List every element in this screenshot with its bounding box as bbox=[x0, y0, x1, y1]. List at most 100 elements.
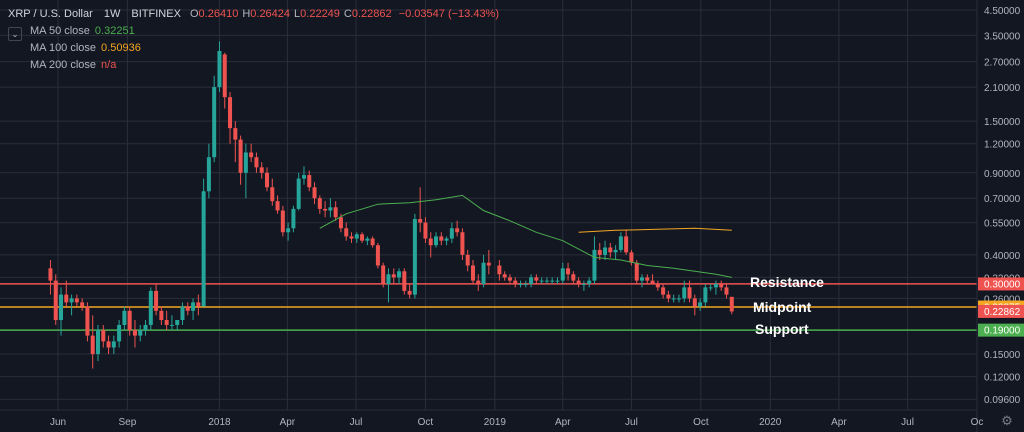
indicator-row[interactable]: MA 200 close n/a bbox=[8, 57, 499, 74]
candle-body bbox=[460, 232, 465, 255]
candle-body bbox=[154, 290, 159, 311]
candle-body bbox=[328, 207, 333, 211]
candle-body bbox=[407, 290, 412, 295]
x-tick-label: Oct bbox=[418, 417, 434, 428]
candle-body bbox=[719, 283, 724, 288]
y-tick-label: 0.40000 bbox=[984, 251, 1021, 262]
candle-body bbox=[581, 283, 586, 285]
candle-body bbox=[629, 252, 634, 263]
x-tick-label: Jul bbox=[901, 417, 914, 428]
price-label-resistance: 0.30000 bbox=[984, 279, 1021, 290]
gear-icon[interactable]: ⚙ bbox=[1001, 413, 1013, 428]
candle-body bbox=[650, 280, 655, 284]
midpoint-annotation: Midpoint bbox=[753, 299, 812, 315]
y-tick-label: 0.90000 bbox=[984, 169, 1021, 180]
candle-body bbox=[518, 283, 523, 285]
candle-body bbox=[370, 238, 375, 246]
candle-body bbox=[80, 302, 85, 307]
x-tick-label: Apr bbox=[555, 417, 571, 428]
x-tick-label: Apr bbox=[831, 417, 847, 428]
candle-body bbox=[465, 254, 470, 266]
candle-body bbox=[486, 262, 491, 266]
y-tick-label: 3.50000 bbox=[984, 31, 1021, 42]
candle-body bbox=[143, 324, 148, 331]
x-tick-label: Sep bbox=[119, 417, 137, 428]
candle-body bbox=[64, 294, 69, 303]
time-axis[interactable]: Jun Sep 2018 Apr Jul Oct 2019 Apr Jul Oct 2020 Apr J… bbox=[50, 417, 983, 428]
candle-body bbox=[74, 298, 79, 303]
candle-body bbox=[85, 306, 90, 336]
collapse-indicators-icon[interactable]: ⌄ bbox=[8, 27, 22, 41]
price-label-support-bg bbox=[978, 323, 1024, 337]
ohlc-key: O bbox=[189, 8, 199, 20]
candle-body bbox=[634, 262, 639, 281]
candle-body bbox=[576, 280, 581, 284]
price-axis[interactable]: 4.50000 3.50000 2.70000 2.10000 1.50000 1.200… bbox=[984, 6, 1021, 406]
candle-body bbox=[544, 280, 549, 282]
candle-body bbox=[191, 302, 196, 311]
x-tick-label: Jul bbox=[625, 417, 638, 428]
y-tick-label: 0.26000 bbox=[984, 294, 1021, 305]
candle-body bbox=[597, 249, 602, 255]
candle-body bbox=[502, 274, 507, 278]
ohlc-values: O0.26410 H0.26424 L0.22249 C0.22862 bbox=[190, 8, 392, 20]
candle-body bbox=[349, 236, 354, 239]
interval[interactable]: 1W bbox=[103, 8, 121, 20]
candle-body bbox=[95, 330, 100, 355]
candle-body bbox=[603, 247, 608, 255]
indicator-value: 0.32251 bbox=[94, 25, 135, 37]
y-tick-label: 1.50000 bbox=[984, 117, 1021, 128]
candle-body bbox=[560, 268, 565, 281]
ohlc-key: L bbox=[294, 8, 301, 20]
candle-body bbox=[127, 310, 132, 331]
candle-body bbox=[618, 236, 623, 250]
x-tick-label: Jul bbox=[350, 417, 363, 428]
candle-body bbox=[698, 302, 703, 307]
candle-body bbox=[423, 222, 428, 239]
chart-grid bbox=[0, 0, 978, 410]
indicator-value: 0.50936 bbox=[101, 42, 141, 54]
price-label-last: 0.22862 bbox=[984, 307, 1021, 318]
ma100-line bbox=[578, 227, 732, 233]
candle-body bbox=[175, 320, 180, 325]
candle-body bbox=[497, 265, 502, 275]
indicator-label: MA 50 close bbox=[30, 25, 90, 37]
candle-body bbox=[111, 341, 116, 348]
candle-body bbox=[185, 306, 190, 311]
candle-body bbox=[265, 172, 270, 188]
ma50-line bbox=[319, 194, 732, 278]
candle-body bbox=[587, 280, 592, 284]
y-tick-label: 0.55000 bbox=[984, 219, 1021, 230]
candle-body bbox=[402, 271, 407, 291]
candle-body bbox=[238, 139, 243, 173]
candle-body bbox=[307, 175, 312, 188]
indicator-row[interactable]: MA 100 close 0.50936 bbox=[8, 40, 499, 57]
y-tick-label: 4.50000 bbox=[984, 6, 1021, 17]
candle-body bbox=[365, 238, 370, 241]
candle-body bbox=[148, 290, 153, 325]
candle-body bbox=[439, 236, 444, 241]
candle-body bbox=[164, 320, 169, 325]
candle-body bbox=[550, 280, 555, 282]
candle-body bbox=[507, 277, 512, 281]
candle-body bbox=[624, 236, 629, 253]
candle-body bbox=[312, 187, 317, 199]
candle-body bbox=[555, 280, 560, 282]
candle-body bbox=[180, 306, 185, 321]
indicator-label: MA 200 close bbox=[30, 59, 97, 71]
x-tick-label: Jun bbox=[50, 417, 66, 428]
ohlc-value: 0.22862 bbox=[351, 8, 392, 20]
candle-body bbox=[138, 330, 143, 336]
ohlc-value: 0.26424 bbox=[250, 8, 291, 20]
candle-body bbox=[713, 283, 718, 288]
indicator-row[interactable]: MA 50 close 0.32251 bbox=[8, 23, 499, 40]
candle-body bbox=[291, 208, 296, 229]
symbol-name[interactable]: XRP / U.S. Dollar bbox=[8, 8, 93, 20]
candle-body bbox=[338, 217, 343, 229]
candle-body bbox=[444, 238, 449, 241]
price-label-resistance-bg bbox=[978, 277, 1024, 291]
candle-body bbox=[639, 277, 644, 281]
candle-body bbox=[333, 207, 338, 218]
